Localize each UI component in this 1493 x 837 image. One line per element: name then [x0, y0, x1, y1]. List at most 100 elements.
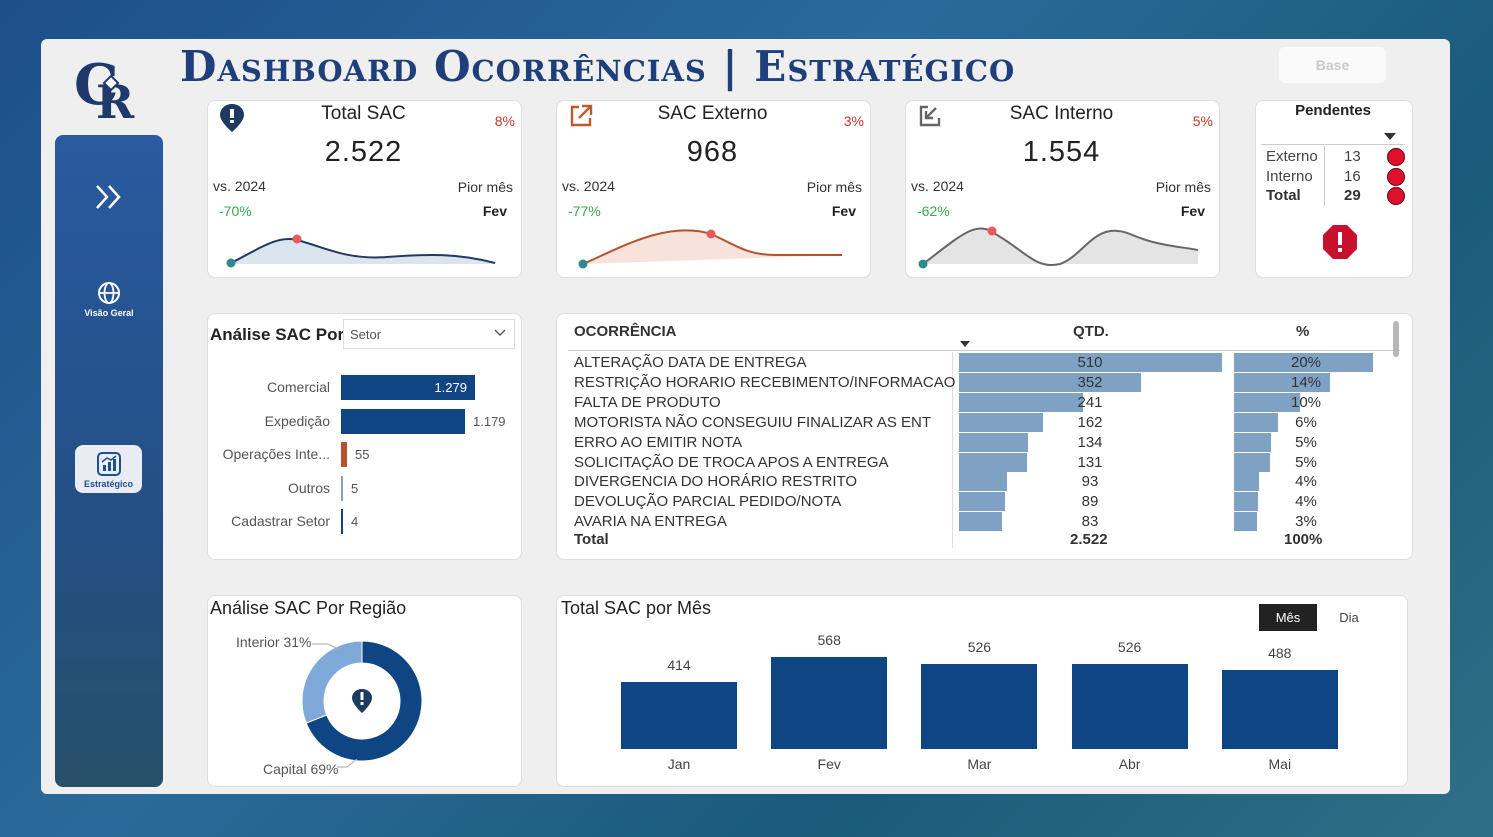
- regiao-title: Análise SAC Por Região: [210, 598, 407, 618]
- pendentes-label-total: Total: [1266, 187, 1301, 204]
- toggle-dia-button[interactable]: Dia: [1339, 610, 1359, 625]
- table-cell-name: MOTORISTA NÃO CONSEGUIU FINALIZAR AS ENT: [574, 413, 931, 431]
- table-total-qtd: 2.522: [1070, 531, 1108, 548]
- month-bar[interactable]: [921, 664, 1038, 749]
- table-cell-name: SOLICITAÇÃO DE TROCA APOS A ENTREGA: [574, 453, 889, 471]
- pct-bar: [1234, 412, 1278, 432]
- pendentes-label-interno: Interno: [1266, 168, 1313, 185]
- kpi-worst-value: Fev: [1180, 203, 1205, 219]
- month-bar[interactable]: [1071, 664, 1188, 749]
- donut-slice[interactable]: [301, 640, 363, 724]
- kpi-worst-value: Fev: [831, 203, 856, 219]
- kpi-percent: 8%: [494, 113, 515, 129]
- col-header-pct[interactable]: %: [1296, 323, 1310, 340]
- table-cell-qtd: 131: [1077, 453, 1103, 471]
- qtd-bar: [959, 432, 1028, 452]
- sidebar-item-visao-geral[interactable]: Visão Geral: [80, 280, 138, 318]
- qtd-bar: [959, 392, 1083, 412]
- setor-bar[interactable]: [341, 509, 343, 534]
- table-cell-pct: 4%: [1295, 473, 1317, 491]
- table-cell-pct: 5%: [1295, 433, 1317, 451]
- status-dot-red: [1387, 148, 1405, 166]
- col-header-qtd[interactable]: QTD.: [1073, 323, 1109, 340]
- pct-bar: [1234, 512, 1257, 532]
- sparkline-chart: [918, 226, 1199, 269]
- kpi-title: SAC Externo: [657, 103, 768, 124]
- alert-icon: [352, 689, 372, 713]
- table-cell-qtd: 352: [1077, 373, 1103, 391]
- kpi-worst-label: Pior mês: [457, 179, 513, 195]
- month-bar[interactable]: [1221, 670, 1338, 749]
- table-cell-pct: 10%: [1290, 393, 1322, 411]
- sidebar-item-label: Visão Geral: [84, 308, 134, 318]
- kpi-percent: 3%: [843, 113, 864, 129]
- table-cell-name: DIVERGENCIA DO HORÁRIO RESTRITO: [574, 473, 858, 491]
- sparkline-chart: [226, 234, 496, 268]
- table-cell-pct: 3%: [1295, 513, 1317, 531]
- internal-arrow-icon: [917, 103, 943, 134]
- sparkline-chart: [578, 229, 842, 269]
- table-cell-pct: 5%: [1295, 453, 1317, 471]
- table-cell-name: ALTERAÇÃO DATA DE ENTREGA: [574, 354, 807, 371]
- setor-bar[interactable]: [341, 408, 465, 434]
- donut-slice[interactable]: [305, 640, 423, 762]
- month-bar-value: 414: [667, 657, 691, 673]
- kpi-value: 1.554: [1022, 136, 1101, 168]
- month-bar[interactable]: [771, 657, 888, 749]
- warning-octagon-icon: [1323, 225, 1357, 259]
- setor-bar[interactable]: [341, 375, 475, 400]
- month-label: Mar: [967, 756, 992, 772]
- qtd-bar: [959, 372, 1141, 392]
- month-bar-value: 568: [817, 632, 841, 648]
- kpi-vs-label: vs. 2024: [562, 178, 615, 194]
- table-cell-pct: 20%: [1290, 354, 1322, 371]
- month-label: Fev: [817, 756, 841, 772]
- sidebar-item-estrategico[interactable]: Estratégico: [75, 445, 142, 493]
- table-cell-pct: 4%: [1295, 493, 1317, 511]
- pendentes-value-interno: 16: [1344, 168, 1361, 185]
- month-label: Jan: [667, 756, 691, 772]
- pendentes-title: Pendentes: [1295, 102, 1371, 119]
- kpi-percent: 5%: [1192, 113, 1213, 129]
- donut-leader-line: [312, 643, 341, 651]
- page-title: Dashboard Ocorrências | Estratégico: [180, 42, 1016, 91]
- table-cell-name: FALTA DE PRODUTO: [574, 393, 721, 411]
- toggle-mes-button[interactable]: Mês: [1259, 604, 1317, 631]
- kpi-worst-value: Fev: [482, 203, 507, 219]
- sort-down-icon[interactable]: [1384, 133, 1396, 141]
- setor-label: Comercial: [266, 379, 330, 395]
- company-logo: C R: [74, 52, 135, 124]
- pct-bar: [1234, 392, 1300, 412]
- month-bar[interactable]: [621, 682, 737, 749]
- table-cell-qtd: 83: [1081, 513, 1099, 531]
- month-bar-value: 526: [967, 639, 992, 655]
- pct-bar: [1234, 452, 1270, 472]
- month-bar-value: 526: [1117, 639, 1142, 655]
- base-button[interactable]: Base: [1279, 47, 1386, 83]
- month-label: Abr: [1118, 756, 1141, 772]
- setor-label: Operações Inte...: [222, 446, 330, 462]
- setor-dropdown[interactable]: Setor: [343, 319, 515, 349]
- kpi-vs-label: vs. 2024: [213, 178, 266, 194]
- pendentes-label-externo: Externo: [1266, 148, 1318, 165]
- month-label: Mai: [1268, 756, 1292, 772]
- setor-bar[interactable]: [341, 475, 343, 501]
- globe-icon: [98, 282, 120, 304]
- sort-down-icon: [960, 341, 970, 347]
- table-cell-pct: 6%: [1295, 413, 1317, 431]
- table-scrollbar[interactable]: [1393, 321, 1399, 357]
- analise-setor-title: Análise SAC Por: [210, 325, 345, 344]
- chevron-double-right-icon[interactable]: [92, 180, 126, 214]
- col-header-ocorrencia[interactable]: OCORRÊNCIA: [574, 323, 677, 340]
- month-bar-value: 488: [1268, 645, 1292, 661]
- pendentes-value-total: 29: [1344, 187, 1361, 204]
- sidebar-item-label: Estratégico: [83, 479, 134, 489]
- alert-icon: [219, 103, 245, 138]
- setor-bar[interactable]: [341, 442, 347, 467]
- kpi-value: 968: [686, 136, 739, 168]
- setor-label: Expedição: [264, 412, 330, 429]
- table-total-label: Total: [574, 531, 609, 548]
- kpi-worst-label: Pior mês: [1155, 179, 1211, 195]
- table-cell-qtd: 241: [1077, 393, 1103, 411]
- kpi-vs-value: -62%: [917, 203, 950, 219]
